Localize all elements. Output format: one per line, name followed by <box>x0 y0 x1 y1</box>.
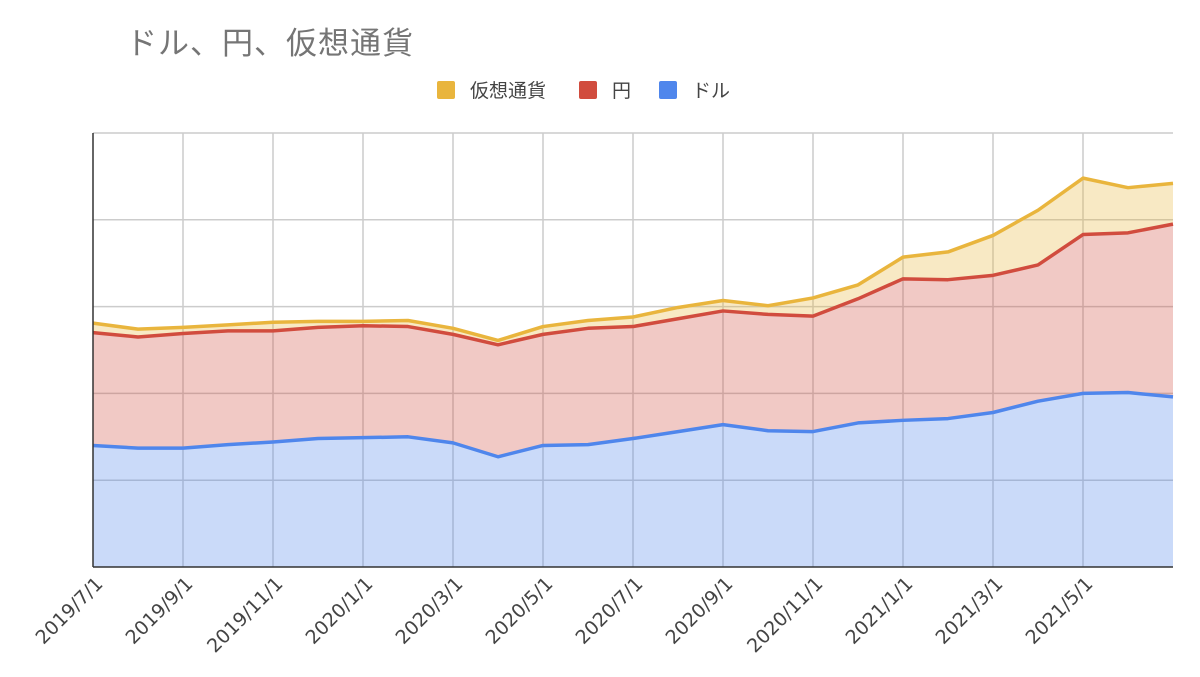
series-areas <box>93 178 1173 567</box>
line-ドル <box>92 390 1174 459</box>
line-円 <box>92 222 1174 347</box>
area-円 <box>93 224 1173 457</box>
legend-swatch <box>437 81 455 99</box>
legend-label: 仮想通貨 <box>470 80 546 102</box>
x-tick-label: 2020/3/1 <box>392 573 468 649</box>
x-tick-label: 2020/1/1 <box>302 573 378 649</box>
x-tick-label: 2019/9/1 <box>122 573 198 649</box>
x-tick-label: 2020/9/1 <box>662 573 738 649</box>
x-tick-label: 2019/7/1 <box>32 573 108 649</box>
legend-label: ドル <box>692 80 730 102</box>
grid <box>93 132 1173 567</box>
legend-label: 円 <box>612 80 631 102</box>
chart-title: ドル、円、仮想通貨 <box>126 26 414 62</box>
line-仮想通貨 <box>92 176 1174 343</box>
legend-item-ドル: ドル <box>659 80 730 102</box>
x-tick-label: 2020/5/1 <box>482 573 558 649</box>
x-tick-label: 2021/3/1 <box>932 573 1008 649</box>
legend-swatch <box>659 81 677 99</box>
x-tick-labels: 2019/7/1 2019/9/1 2019/11/1 2020/1/1 2020/3/… <box>32 573 1098 657</box>
x-tick-label: 2020/7/1 <box>572 573 648 649</box>
x-tick-label: 2019/11/1 <box>203 573 287 657</box>
legend-item-円: 円 <box>579 80 631 102</box>
x-tick-label: 2021/1/1 <box>842 573 918 649</box>
area-ドル <box>93 392 1173 567</box>
legend-swatch <box>579 81 597 99</box>
legend: 仮想通貨 円 ドル <box>437 80 730 102</box>
x-tick-label: 2020/11/1 <box>743 573 827 657</box>
series-lines <box>92 176 1174 459</box>
axes <box>92 133 1173 568</box>
x-tick-label: 2021/5/1 <box>1022 573 1098 649</box>
legend-item-仮想通貨: 仮想通貨 <box>437 80 546 102</box>
